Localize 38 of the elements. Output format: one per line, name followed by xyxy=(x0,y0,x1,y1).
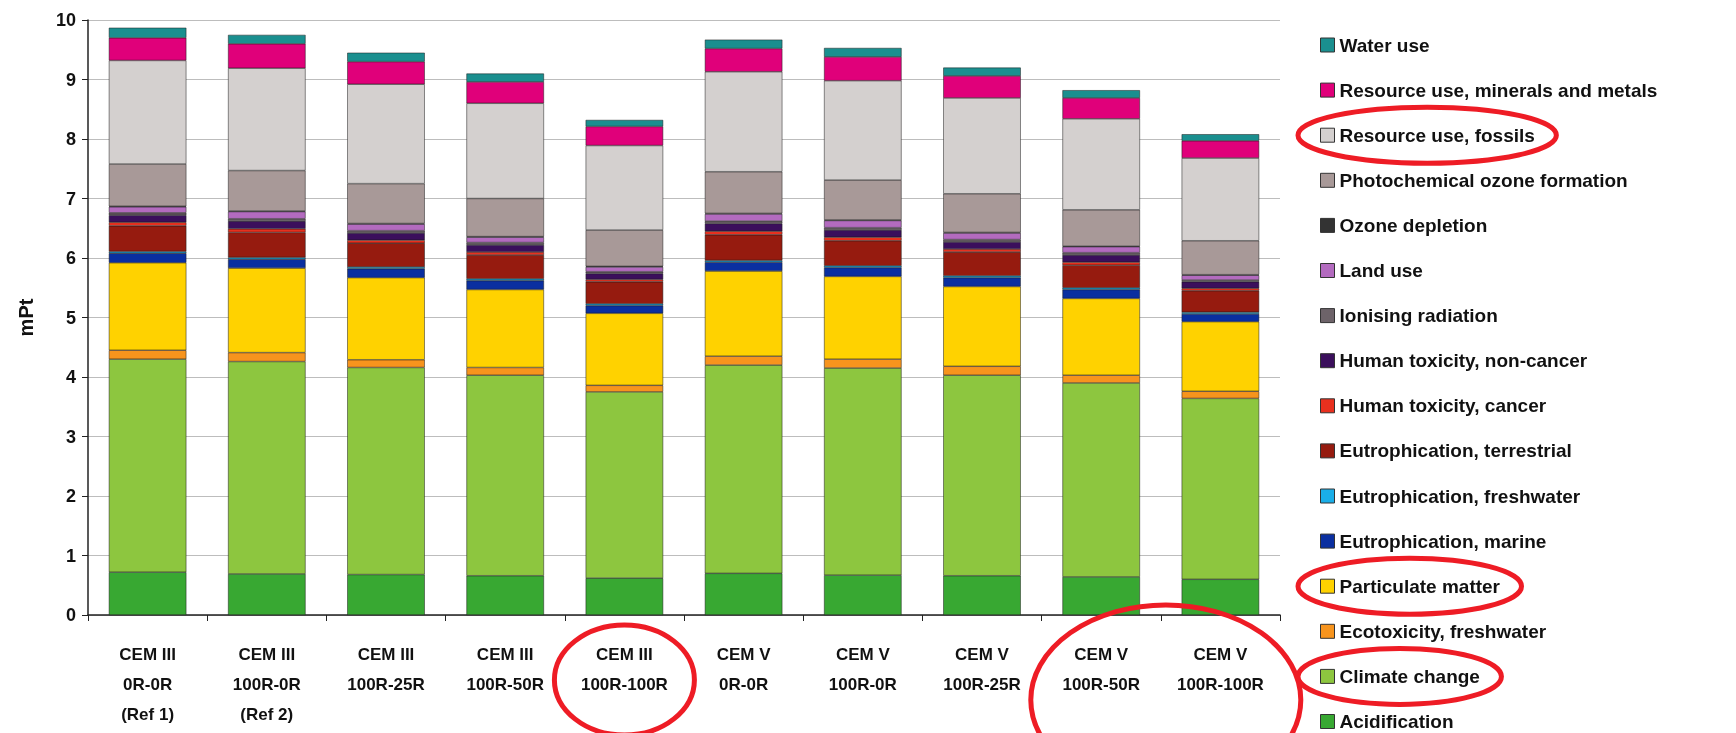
y-tick-label: 10 xyxy=(55,10,76,30)
legend-label: Eutrophication, freshwater xyxy=(1339,485,1581,507)
legend-label: Eutrophication, marine xyxy=(1339,530,1547,552)
x-tick-label: CEM III 100R-25R xyxy=(347,644,425,694)
y-tick-label: 2 xyxy=(65,486,76,506)
x-tick-label: CEM III 0R-0R (Ref 1) xyxy=(119,644,176,724)
legend-label: Ionising radiation xyxy=(1339,305,1498,327)
y-tick-label: 4 xyxy=(65,367,76,387)
y-tick-label: 3 xyxy=(65,426,76,447)
legend-label: Climate change xyxy=(1339,665,1480,687)
legend-label: Human toxicity, non-cancer xyxy=(1339,350,1588,372)
legend-label: Land use xyxy=(1339,260,1423,281)
legend-label: Water use xyxy=(1339,34,1430,56)
x-tick-label: CEM V 100R-0R xyxy=(828,644,897,694)
y-tick-label: 0 xyxy=(65,605,76,625)
legend-label: Particulate matter xyxy=(1339,575,1501,597)
y-tick-label: 8 xyxy=(65,129,76,149)
x-tick-label: CEM V 100R-100R xyxy=(1176,644,1264,694)
y-tick-label: 5 xyxy=(65,307,76,328)
x-tick-label: CEM III 100R-50R xyxy=(466,644,544,694)
x-tick-label: CEM V 100R-25R xyxy=(943,644,1021,694)
x-tick-label: CEM V 0R-0R xyxy=(716,644,772,694)
legend-label: Acidification xyxy=(1339,711,1454,732)
x-tick-label: CEM V 100R-50R xyxy=(1062,644,1140,694)
x-tick-label: CEM III 100R-100R xyxy=(580,644,668,694)
x-tick-label: CEM III 100R-0R (Ref 2) xyxy=(232,644,301,724)
legend-label: Human toxicity, cancer xyxy=(1339,395,1547,417)
legend-label: Ecotoxicity, freshwater xyxy=(1339,620,1547,642)
y-axis-title: mPt xyxy=(15,298,37,337)
legend-label: Resource use, minerals and metals xyxy=(1339,79,1658,101)
legend-label: Resource use, fossils xyxy=(1339,124,1535,146)
y-tick-label: 7 xyxy=(65,188,76,209)
legend-label: Photochemical ozone formation xyxy=(1339,169,1628,191)
y-tick-label: 6 xyxy=(65,248,76,268)
legend-label: Ozone depletion xyxy=(1339,214,1488,236)
y-tick-label: 1 xyxy=(65,545,76,566)
legend-label: Eutrophication, terrestrial xyxy=(1339,440,1572,462)
y-tick-label: 9 xyxy=(65,69,76,90)
